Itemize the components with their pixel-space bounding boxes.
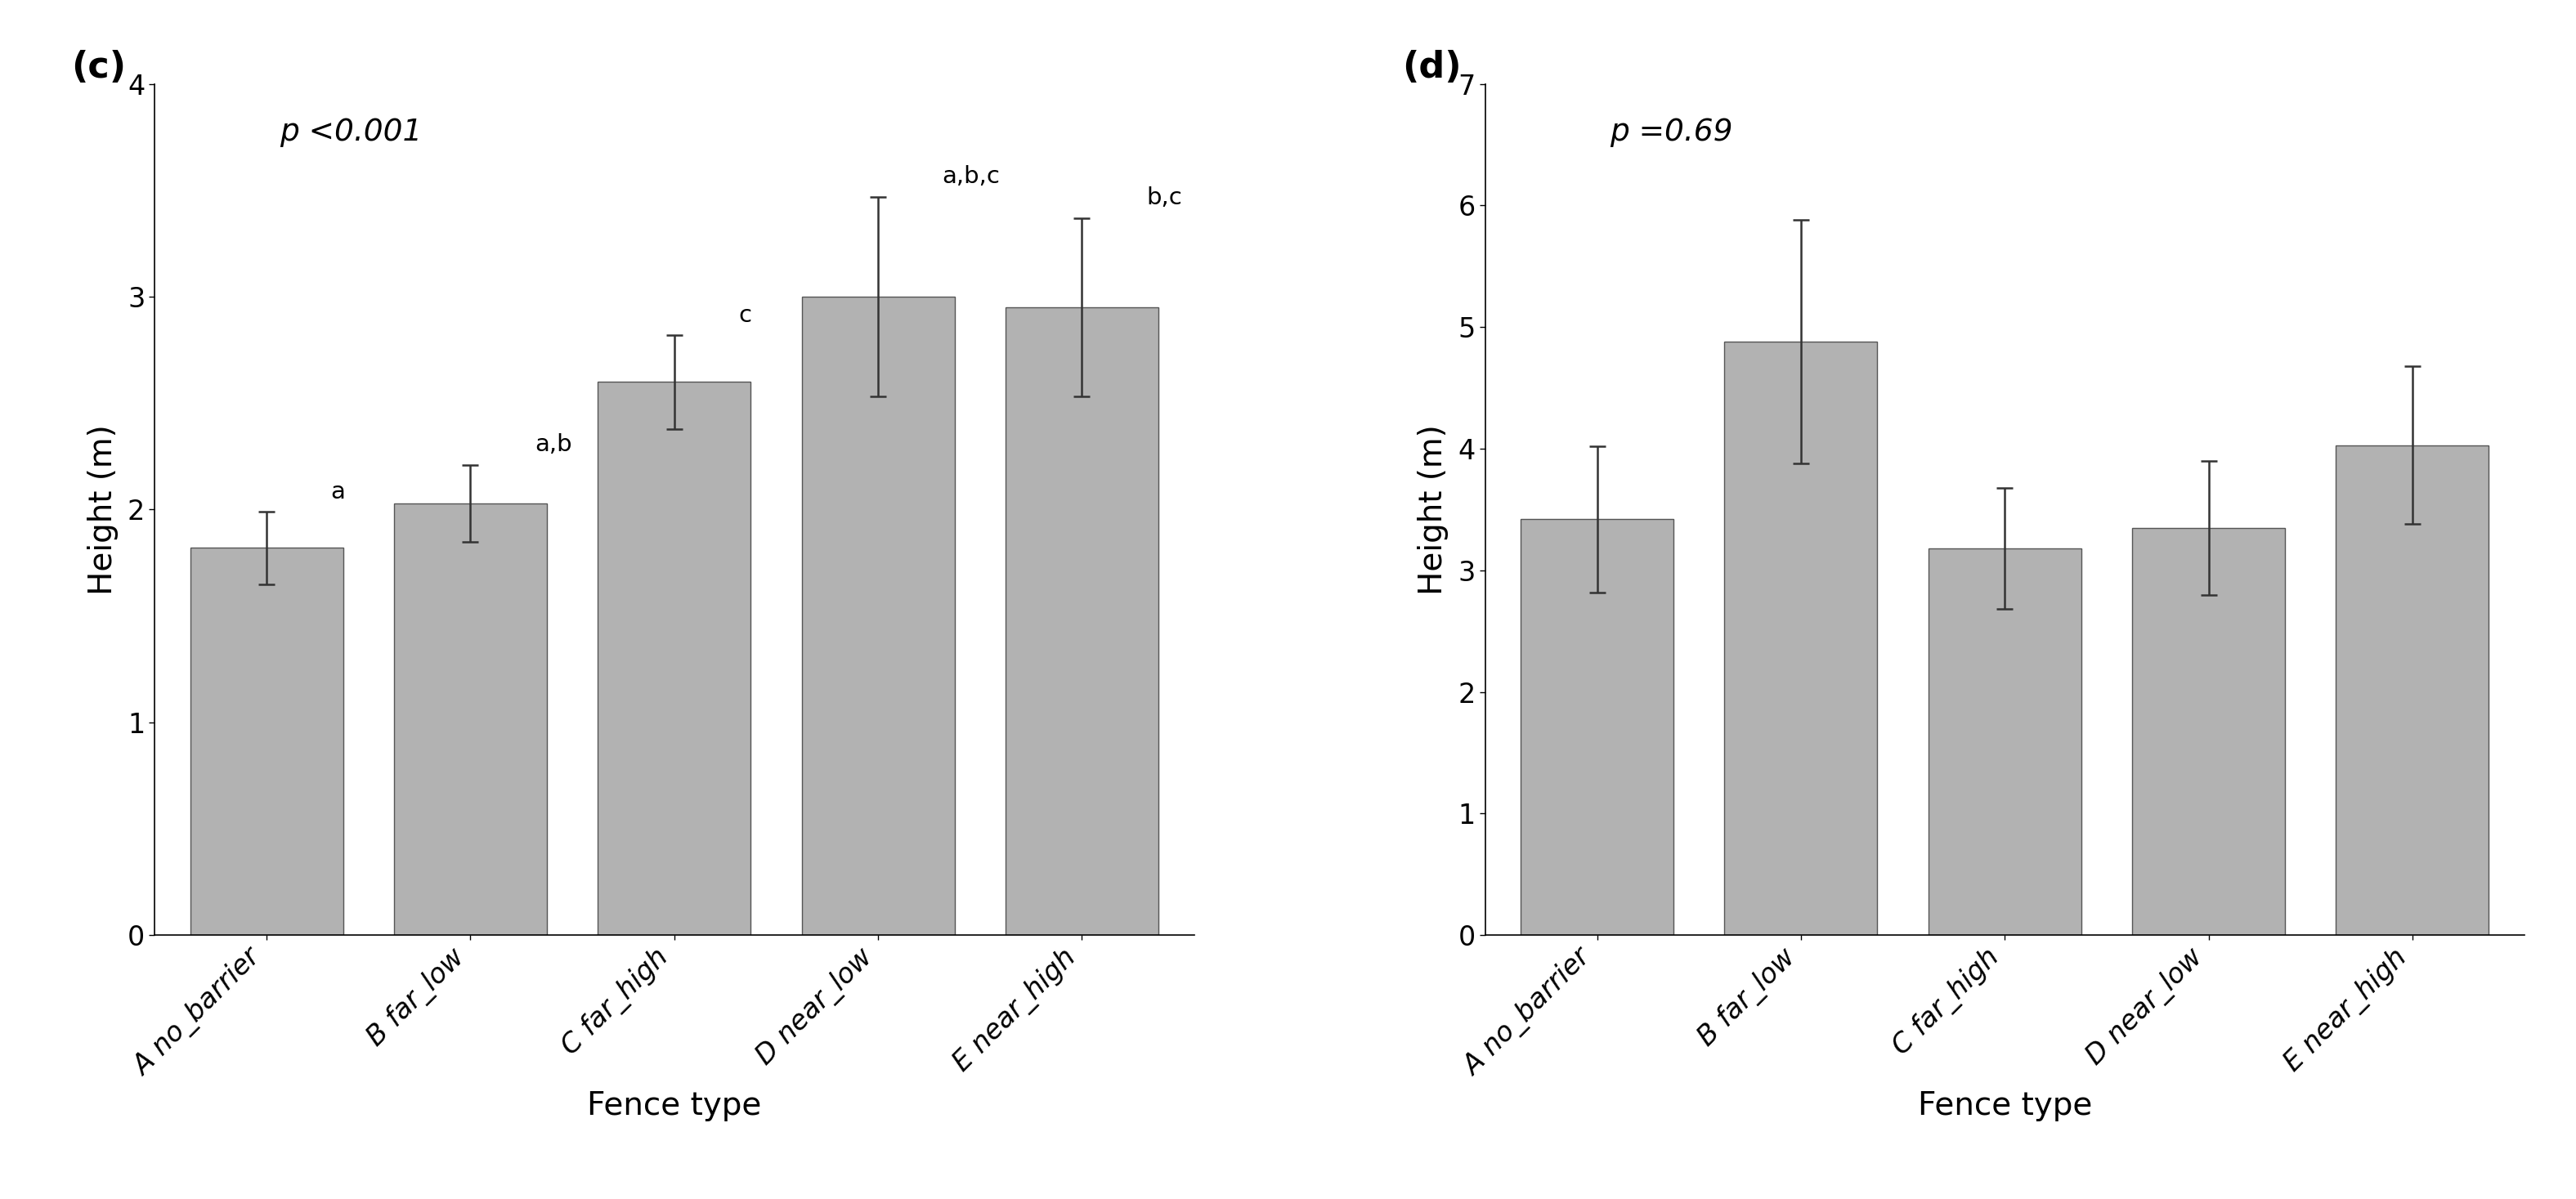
- Text: a,b,c: a,b,c: [943, 165, 999, 188]
- Bar: [1723, 342, 1878, 935]
- Text: p <0.001: p <0.001: [278, 118, 422, 147]
- Bar: [1005, 307, 1159, 935]
- Bar: [801, 296, 956, 935]
- Bar: [598, 381, 750, 935]
- Text: p =0.69: p =0.69: [1610, 118, 1734, 147]
- Bar: [2336, 445, 2488, 935]
- Bar: [1929, 548, 2081, 935]
- Text: (d): (d): [1401, 50, 1461, 85]
- Bar: [191, 548, 343, 935]
- Bar: [394, 504, 546, 935]
- Bar: [2133, 528, 2285, 935]
- Text: b,c: b,c: [1146, 187, 1182, 210]
- Bar: [1520, 519, 1674, 935]
- Y-axis label: Height (m): Height (m): [88, 424, 118, 595]
- Text: (c): (c): [72, 50, 126, 85]
- Text: a: a: [330, 481, 345, 504]
- X-axis label: Fence type: Fence type: [587, 1091, 762, 1121]
- Y-axis label: Height (m): Height (m): [1417, 424, 1448, 595]
- Text: a,b: a,b: [536, 434, 572, 457]
- X-axis label: Fence type: Fence type: [1917, 1091, 2092, 1121]
- Text: c: c: [739, 303, 752, 326]
